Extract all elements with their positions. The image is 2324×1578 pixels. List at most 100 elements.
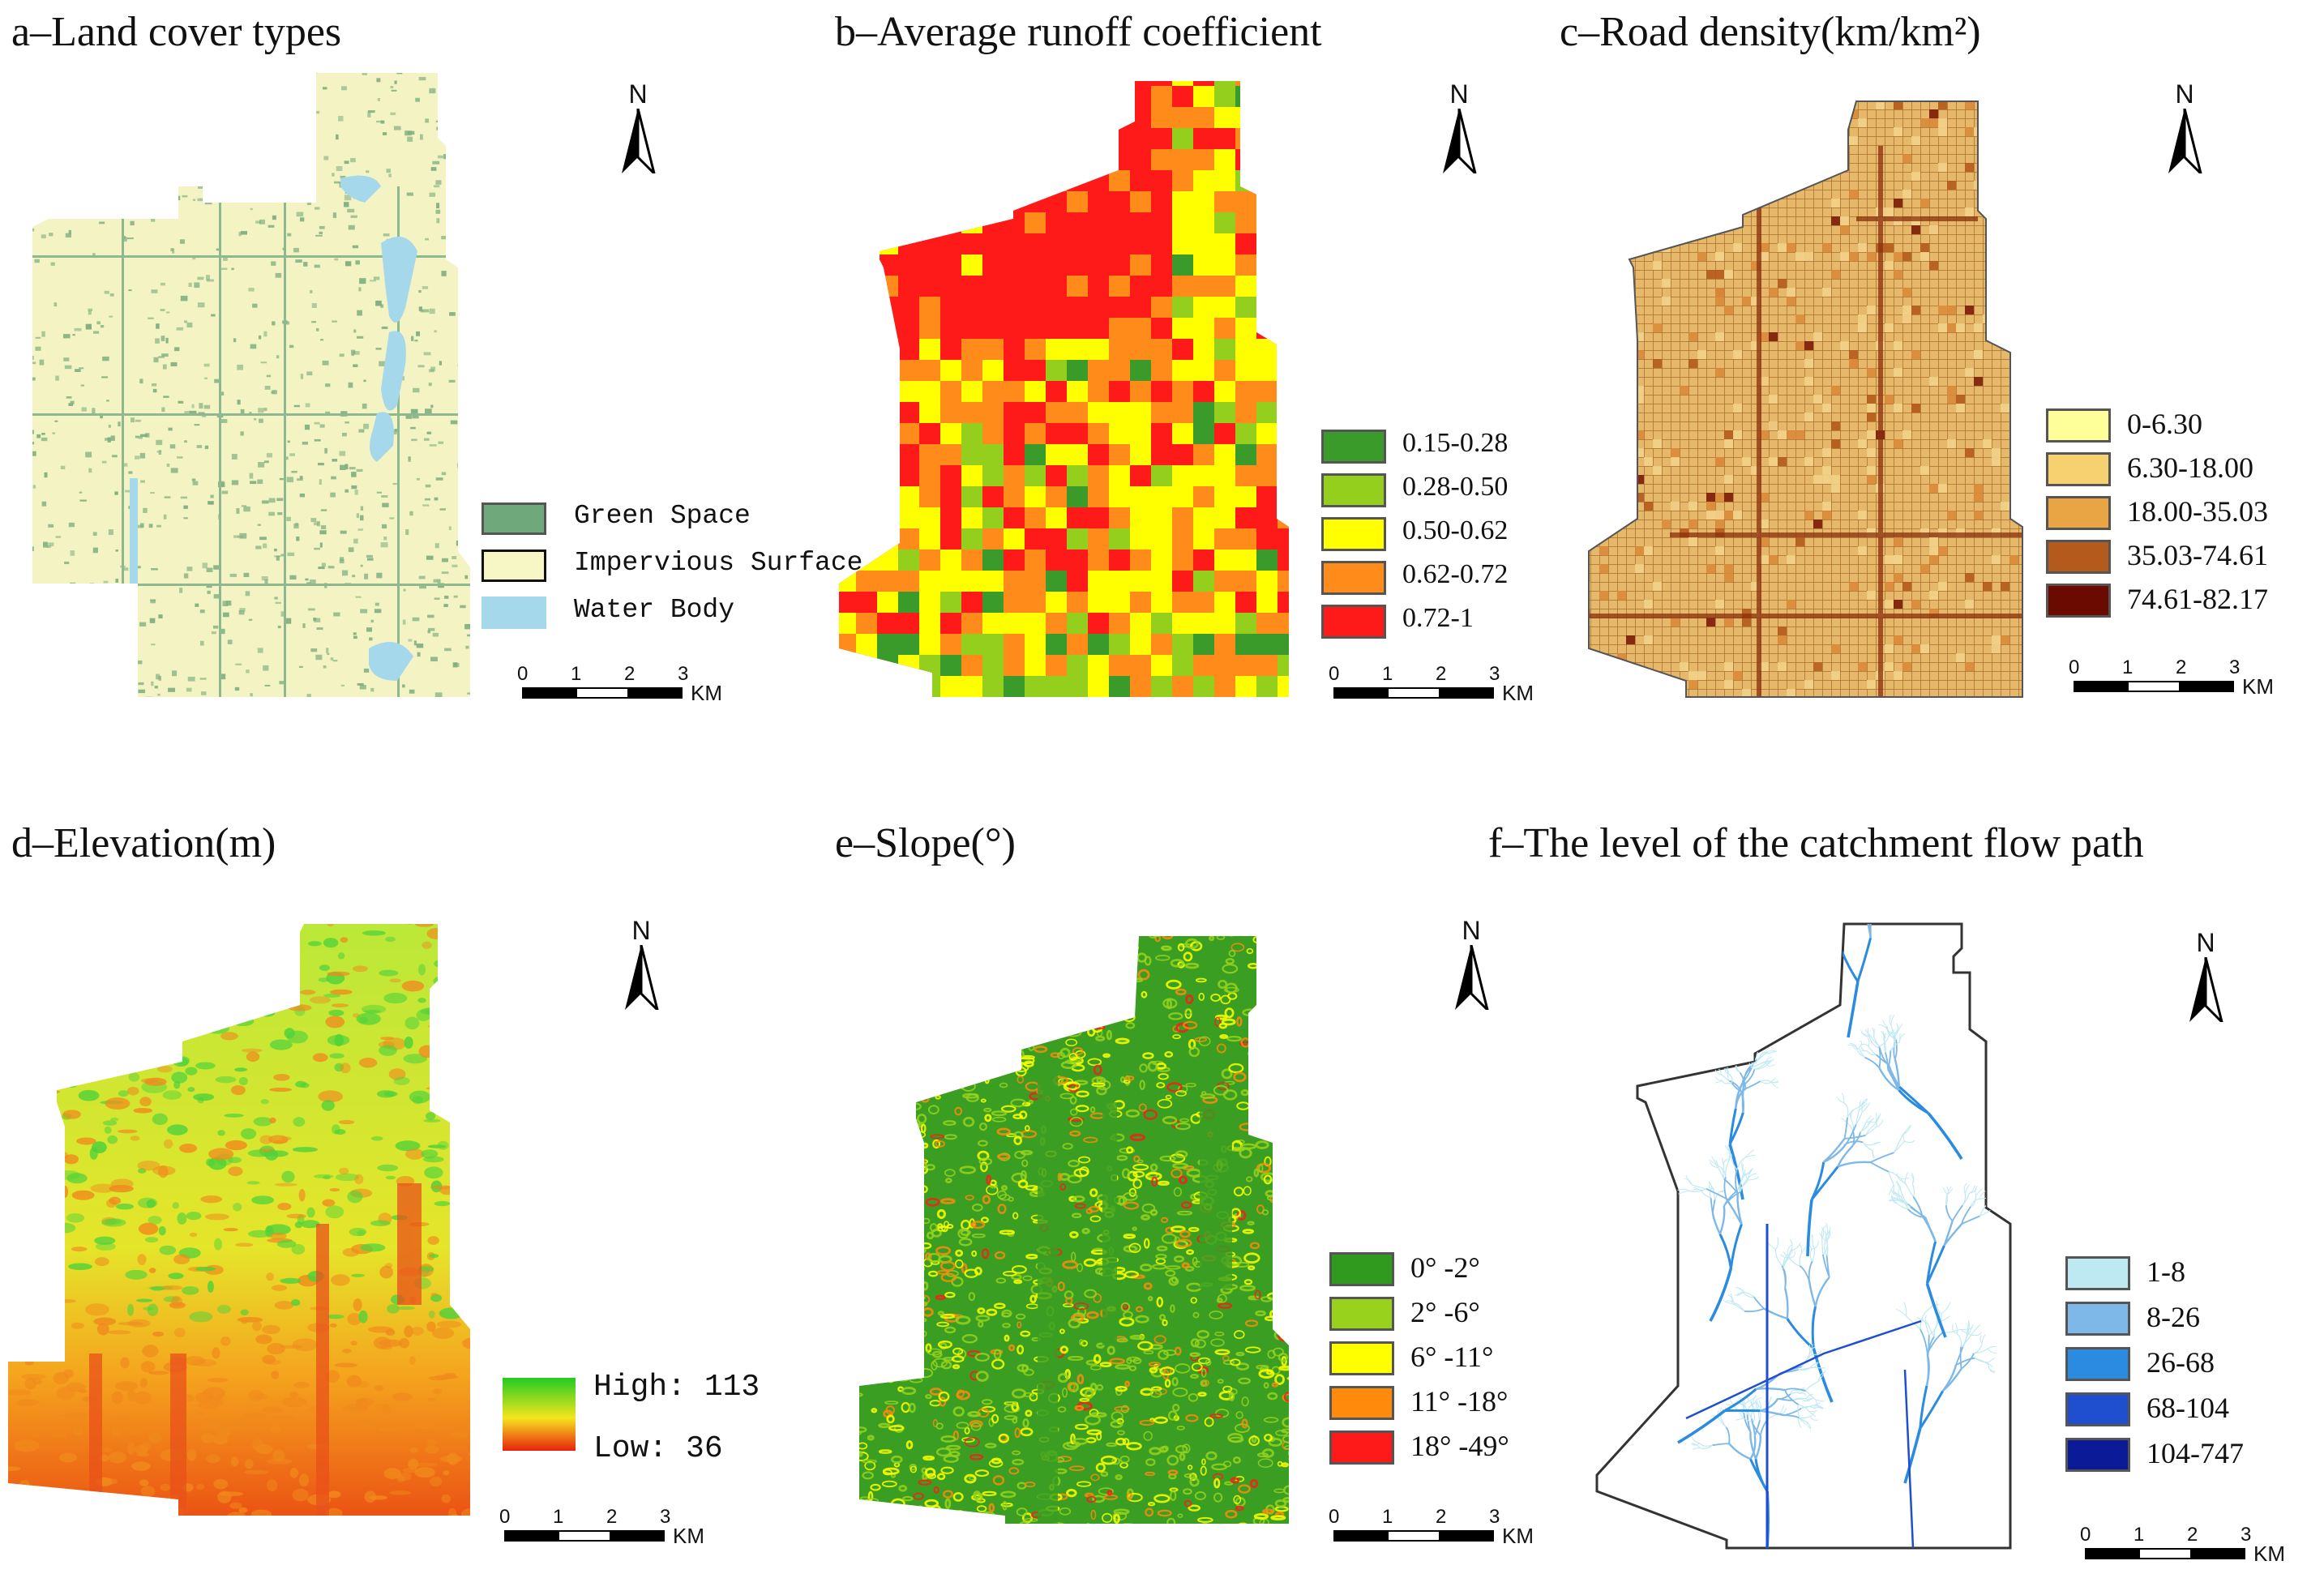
legend-label: 6° -11° (1410, 1341, 1494, 1373)
scale-tick-label: 0 (1329, 1506, 1340, 1528)
legend-label: 35.03-74.61 (2127, 539, 2268, 571)
scale-segment (522, 687, 576, 699)
legend-label: 1-8 (2146, 1255, 2185, 1288)
scale-segment (576, 687, 629, 699)
legend-swatch (481, 502, 546, 535)
scale-tick-label: 2 (2176, 656, 2187, 678)
panel-title: b–Average runoff coefficient (835, 9, 1322, 55)
major-roads (1589, 146, 2022, 697)
scale-segment (1387, 687, 1440, 699)
scale-tick-label: 1 (1382, 663, 1393, 685)
legend-label: 0.50-0.62 (1402, 515, 1509, 545)
scale-tick-label: 3 (678, 663, 689, 685)
scale-tick-label: 2 (624, 663, 636, 685)
scale-segment (504, 1530, 558, 1542)
catchment-flow-path-map (1595, 922, 2012, 1550)
legend-label: Water Body (574, 595, 735, 625)
scale-tick-label: 0 (1329, 663, 1340, 685)
scale-bar: 0 1 2 3 KM (499, 1506, 739, 1554)
legend-swatch (1321, 430, 1386, 464)
scale-segment (2181, 681, 2234, 692)
scale-tick-label: 3 (1489, 663, 1500, 685)
scale-tick-label: 3 (2241, 1524, 2252, 1546)
legend-label: 0.72-1 (1402, 603, 1474, 633)
legend-swatch (1321, 517, 1386, 551)
scale-tick-label: 0 (2069, 656, 2080, 678)
legend-swatch (2046, 452, 2111, 486)
panel-title: d–Elevation(m) (11, 820, 276, 866)
north-arrow: N (613, 916, 670, 1013)
panel-title: a–Land cover types (11, 9, 342, 55)
runoff-grid (839, 81, 1289, 697)
scale-tick-label: 2 (1436, 1506, 1447, 1528)
scale-tick-label: 2 (2187, 1524, 2198, 1546)
north-arrow: N (1431, 79, 1487, 177)
north-label: N (2175, 79, 2194, 109)
panel-title: e–Slope(°) (835, 820, 1016, 866)
scale-segment (1333, 1530, 1387, 1542)
north-arrow: N (2177, 928, 2234, 1025)
panel-title: f–The level of the catchment flow path (1488, 820, 2144, 866)
slope-texture (859, 936, 1289, 1524)
scale-bar: 0 1 2 3 KM (1329, 663, 1569, 712)
legend-label: 2° -6° (1410, 1296, 1480, 1328)
panel-title: c–Road density(km/km²) (1560, 9, 1981, 55)
legend-swatch (2065, 1256, 2130, 1290)
scale-bar: 0 1 2 3 KM (517, 663, 757, 712)
legend-label: 74.61-82.17 (2127, 583, 2268, 615)
scale-segment (2138, 1548, 2192, 1559)
legend-swatch (2065, 1392, 2130, 1426)
legend-label: 18° -49° (1410, 1430, 1509, 1462)
scale-unit: KM (2242, 674, 2274, 699)
scale-unit: KM (1502, 1524, 1534, 1548)
scale-tick-label: 0 (499, 1506, 511, 1528)
flow-path-network (1676, 924, 2001, 1548)
legend-swatch (2046, 408, 2111, 443)
scale-tick-label: 1 (571, 663, 582, 685)
scale-tick-label: 3 (1489, 1506, 1500, 1528)
elevation-map (8, 924, 470, 1516)
legend-swatch (1321, 605, 1386, 639)
legend-swatch (2046, 584, 2111, 618)
scale-unit: KM (2253, 1542, 2285, 1566)
legend-swatch (2046, 496, 2111, 530)
scale-tick-label: 1 (1382, 1506, 1393, 1528)
legend-label: 0-6.30 (2127, 408, 2202, 440)
scale-unit: KM (691, 681, 722, 705)
scale-tick-label: 1 (2134, 1524, 2145, 1546)
runoff-coefficient-map (839, 81, 1289, 697)
legend-label: 0.28-0.50 (1402, 472, 1509, 502)
legend-swatch (2046, 540, 2111, 574)
north-label: N (628, 79, 648, 109)
legend-label: 104-747 (2146, 1437, 2244, 1469)
road-density-map (1588, 100, 2023, 698)
legend-swatch (2065, 1347, 2130, 1381)
scale-segment (1387, 1530, 1440, 1542)
scale-tick-label: 2 (1436, 663, 1447, 685)
scale-tick-label: 0 (2080, 1524, 2091, 1546)
north-arrow: N (610, 79, 666, 177)
legend-label: Impervious Surface (574, 548, 863, 578)
legend-swatch (1329, 1386, 1394, 1420)
legend-swatch (481, 597, 546, 629)
scale-segment (558, 1530, 611, 1542)
legend-label: 0.15-0.28 (1402, 428, 1509, 458)
legend-swatch (1329, 1430, 1394, 1465)
scale-unit: KM (1502, 681, 1534, 705)
legend-swatch (1321, 473, 1386, 507)
land-cover-map (32, 73, 470, 697)
high-label: High: 113 (593, 1370, 760, 1405)
legend-swatch (1329, 1252, 1394, 1286)
scale-tick-label: 1 (2122, 656, 2134, 678)
low-label: Low: 36 (593, 1431, 723, 1466)
legend-swatch (1321, 561, 1386, 595)
legend-label: 0° -2° (1410, 1251, 1480, 1284)
scale-bar: 0 1 2 3 KM (1329, 1506, 1569, 1554)
legend-swatch (1329, 1297, 1394, 1331)
scale-segment (2192, 1548, 2245, 1559)
low-channels (89, 1183, 422, 1516)
scale-tick-label: 1 (553, 1506, 564, 1528)
scale-bar: 0 1 2 3 KM (2069, 656, 2309, 705)
scale-tick-label: 3 (660, 1506, 671, 1528)
legend-label: 68-104 (2146, 1392, 2229, 1424)
